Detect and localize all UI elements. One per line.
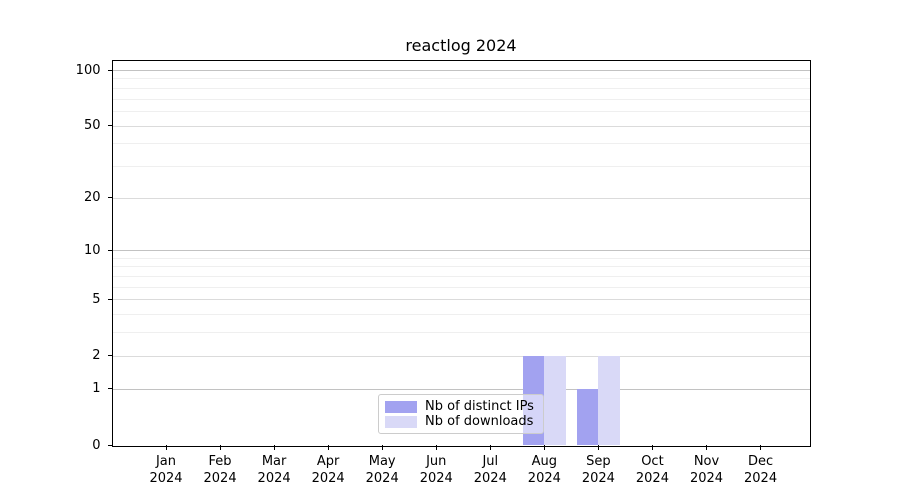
x-tick (327, 445, 329, 450)
minor-gridline (112, 165, 810, 167)
x-tick-month: Nov (693, 454, 720, 469)
x-tick-year: 2024 (257, 471, 291, 486)
x-tick-year: 2024 (311, 471, 345, 486)
minor-gridline (112, 78, 810, 80)
major-gridline (112, 197, 810, 199)
x-tick-label: Jan 2024 (136, 453, 196, 487)
major-gridline (112, 299, 810, 301)
minor-gridline (112, 314, 810, 316)
x-tick-year: 2024 (744, 471, 778, 486)
x-tick-month: Jan (155, 454, 177, 469)
y-tick-label: 1 (92, 381, 101, 397)
x-tick-month: Jul (482, 454, 499, 469)
x-tick-year: 2024 (419, 471, 453, 486)
major-gridline (112, 125, 810, 127)
x-tick-label: Feb 2024 (190, 453, 250, 487)
y-tick-label: 10 (83, 242, 101, 258)
minor-gridline (112, 266, 810, 268)
x-tick-label: Jun 2024 (406, 453, 466, 487)
minor-gridline (112, 143, 810, 145)
major-gridline (112, 355, 810, 357)
y-tick (107, 249, 113, 251)
x-tick-label: Nov 2024 (677, 453, 737, 487)
y-tick (107, 298, 113, 301)
x-tick-year: 2024 (203, 471, 237, 486)
minor-gridline (112, 87, 810, 89)
chart-title: reactlog 2024 (405, 36, 517, 55)
minor-gridline (112, 110, 810, 112)
x-tick-month: Apr (316, 454, 340, 469)
minor-gridline (112, 257, 810, 259)
legend-label-downloads: Nb of downloads (425, 413, 534, 429)
y-tick (107, 69, 113, 71)
y-tick-label: 50 (83, 118, 101, 134)
legend-item-distinct-ips: Nb of distinct IPs (385, 398, 536, 414)
bar-downloads (544, 356, 566, 446)
y-tick (107, 197, 113, 199)
x-tick (760, 445, 762, 450)
x-tick (489, 445, 491, 450)
x-tick-label: Sep 2024 (568, 453, 628, 487)
x-tick (597, 445, 600, 450)
x-tick (381, 445, 383, 450)
x-tick-year: 2024 (581, 471, 615, 486)
minor-gridline (112, 276, 810, 278)
x-tick-month: Jun (426, 454, 447, 469)
y-tick-label: 2 (92, 348, 101, 364)
x-tick-year: 2024 (473, 471, 507, 486)
y-tick (107, 388, 113, 390)
x-tick-month: Aug (531, 454, 558, 469)
legend-swatch-downloads-icon (385, 415, 417, 428)
major-gridline (112, 250, 810, 252)
minor-gridline (112, 332, 810, 334)
x-tick-year: 2024 (689, 471, 724, 486)
y-tick (107, 444, 113, 446)
x-tick-label: Dec 2024 (731, 453, 791, 487)
x-tick-year: 2024 (635, 471, 669, 486)
y-tick (107, 355, 113, 357)
bar-downloads (598, 356, 620, 446)
legend: Nb of distinct IPs Nb of downloads (378, 393, 544, 434)
y-tick-label: 20 (83, 190, 101, 206)
x-tick-label: Oct 2024 (622, 453, 682, 487)
y-tick-label: 5 (92, 291, 101, 307)
major-gridline (112, 70, 810, 71)
x-tick (165, 445, 167, 450)
x-tick-label: Apr 2024 (298, 453, 358, 487)
x-tick (435, 445, 437, 450)
x-tick (219, 445, 221, 450)
x-tick-year: 2024 (527, 471, 561, 486)
y-tick (107, 125, 113, 127)
major-gridline (112, 388, 810, 390)
minor-gridline (112, 98, 810, 100)
x-tick (706, 445, 708, 450)
x-tick-month: Dec (747, 454, 774, 469)
x-tick-month: Oct (641, 454, 664, 469)
x-tick (543, 445, 546, 450)
x-tick-month: May (368, 454, 396, 469)
legend-item-downloads: Nb of downloads (385, 413, 536, 429)
y-tick-label: 0 (92, 437, 101, 453)
x-tick-month: Feb (208, 454, 232, 469)
x-tick-month: Mar (261, 454, 287, 469)
legend-label-distinct-ips: Nb of distinct IPs (425, 398, 534, 414)
plot-area: Nb of distinct IPs Nb of downloads (111, 59, 811, 447)
x-tick-label: May 2024 (352, 453, 412, 487)
y-tick-label: 100 (75, 62, 101, 78)
x-tick-month: Sep (586, 454, 611, 469)
x-tick-label: Mar 2024 (244, 453, 304, 487)
x-tick-label: Aug 2024 (514, 453, 574, 487)
x-tick-year: 2024 (365, 471, 399, 486)
x-tick (273, 445, 275, 450)
minor-gridline (112, 286, 810, 288)
x-tick-label: Jul 2024 (460, 453, 520, 487)
legend-swatch-distinct-ips-icon (385, 400, 417, 413)
x-tick-year: 2024 (149, 471, 183, 486)
bar-distinct-ips (576, 389, 599, 446)
x-tick (651, 445, 654, 450)
